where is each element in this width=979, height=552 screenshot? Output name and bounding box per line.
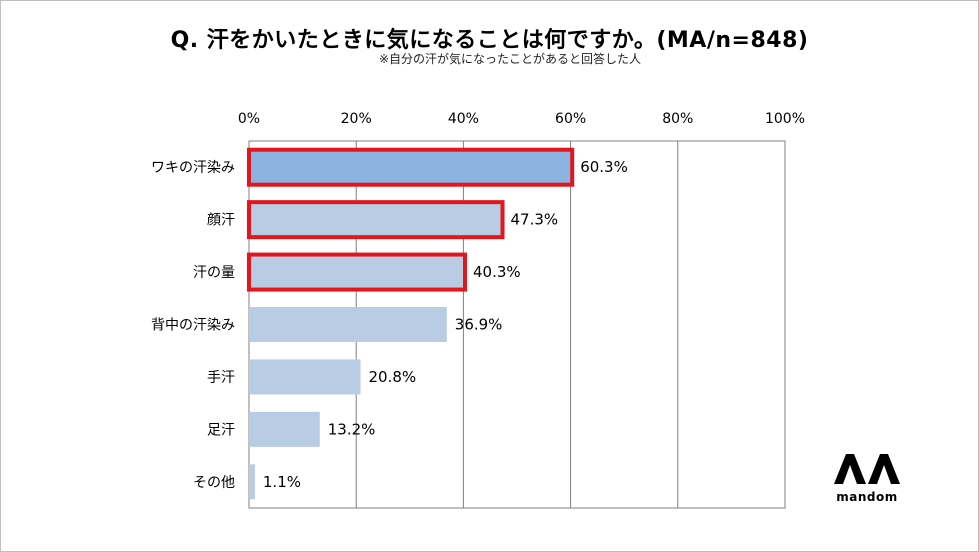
bar bbox=[249, 464, 255, 500]
bar bbox=[247, 147, 575, 187]
mandom-logo-text: mandom bbox=[836, 490, 898, 504]
category-label: ワキの汗染み bbox=[151, 160, 235, 176]
value-label: 13.2% bbox=[328, 420, 376, 438]
value-label: 36.9% bbox=[455, 316, 503, 334]
chart-subtitle: ※自分の汗が気になったことがあると回答した人 bbox=[378, 52, 642, 66]
category-label: 背中の汗染み bbox=[151, 318, 235, 334]
category-label: 手汗 bbox=[207, 370, 235, 386]
bar bbox=[249, 307, 447, 342]
x-tick-label: 40% bbox=[448, 111, 479, 127]
mandom-logo-mark bbox=[834, 454, 900, 484]
x-tick-label: 0% bbox=[238, 111, 260, 127]
x-tick-label: 20% bbox=[341, 111, 372, 127]
bar bbox=[247, 200, 505, 240]
value-label: 60.3% bbox=[580, 158, 628, 176]
x-tick-label: 60% bbox=[555, 111, 586, 127]
value-label: 47.3% bbox=[511, 211, 559, 229]
bar bbox=[249, 359, 361, 395]
category-label: その他 bbox=[193, 475, 235, 491]
value-label: 20.8% bbox=[368, 368, 416, 386]
value-label: 40.3% bbox=[473, 263, 521, 281]
value-label: 1.1% bbox=[263, 473, 301, 491]
x-tick-label: 80% bbox=[662, 111, 693, 127]
category-label: 足汗 bbox=[207, 422, 235, 438]
bar bbox=[249, 411, 320, 447]
bar bbox=[247, 252, 468, 292]
category-label: 汗の量 bbox=[193, 265, 235, 281]
x-tick-label: 100% bbox=[765, 111, 805, 127]
chart-title: Q. 汗をかいたときに気になることは何ですか。(MA/n=848) bbox=[170, 28, 809, 53]
category-label: 顔汗 bbox=[207, 213, 235, 229]
